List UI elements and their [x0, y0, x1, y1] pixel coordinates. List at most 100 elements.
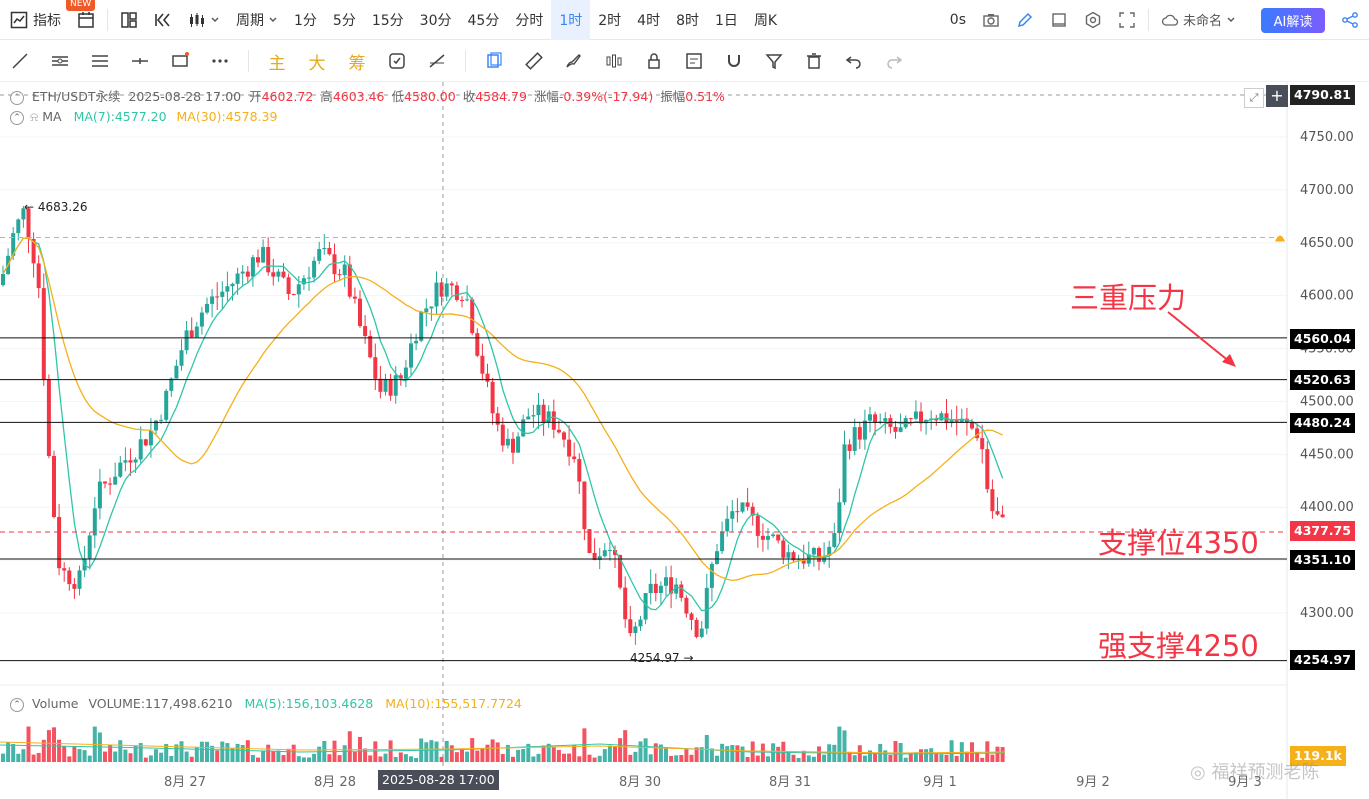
candle-body[interactable] [577, 459, 582, 482]
candle-body[interactable] [373, 357, 378, 379]
candle-body[interactable] [52, 455, 56, 518]
fib-tool[interactable] [80, 41, 120, 81]
magnet-tool[interactable] [714, 41, 754, 81]
candle-body[interactable] [771, 534, 776, 537]
candle-body[interactable] [776, 534, 781, 541]
candle-body[interactable] [801, 558, 806, 564]
timeframe-30m[interactable]: 30分 [419, 12, 452, 29]
candle-body[interactable] [393, 375, 398, 396]
timeframe-1h[interactable]: 1时 [551, 0, 591, 40]
settings-button[interactable] [1076, 0, 1110, 40]
candle-body[interactable] [781, 540, 786, 558]
template-button[interactable] [1042, 0, 1076, 40]
main-indicator-toggle[interactable]: 主 [268, 53, 286, 74]
draw-toggle-button[interactable] [1008, 0, 1042, 40]
candle-body[interactable] [704, 587, 709, 629]
chart-type-button[interactable] [180, 0, 228, 40]
candle-body[interactable] [485, 373, 490, 382]
candle-body[interactable] [587, 529, 592, 553]
candle-body[interactable] [699, 628, 704, 637]
chart-area[interactable]: 4750.00 4700.00 4650.00 4600.00 4550.00 4500.… [0, 82, 1369, 799]
candle-body[interactable] [465, 299, 470, 301]
brush-tool[interactable] [554, 41, 594, 81]
candle-body[interactable] [490, 381, 495, 414]
candle-body[interactable] [934, 418, 939, 421]
candle-body[interactable] [551, 411, 556, 430]
candle-body[interactable] [664, 577, 668, 586]
candle-body[interactable] [322, 247, 327, 250]
timeframe-2h[interactable]: 2时 [598, 12, 622, 29]
candle-pattern-tool[interactable] [594, 41, 634, 81]
candle-body[interactable] [913, 411, 918, 419]
candle-body[interactable] [403, 367, 408, 379]
candle-body[interactable] [41, 288, 46, 380]
candle-body[interactable] [755, 515, 760, 536]
candle-body[interactable] [745, 502, 750, 507]
calendar-button[interactable] [69, 0, 103, 40]
candle-body[interactable] [970, 422, 974, 429]
candle-body[interactable] [184, 330, 189, 351]
layout-button[interactable] [112, 0, 146, 40]
candle-body[interactable] [505, 438, 510, 446]
candle-body[interactable] [154, 420, 158, 431]
candle-body[interactable] [607, 550, 612, 552]
sync-tool[interactable] [377, 41, 417, 81]
candle-body[interactable] [409, 343, 413, 368]
candle-body[interactable] [954, 420, 959, 422]
candle-body[interactable] [276, 271, 281, 277]
ruler-tool[interactable] [514, 41, 554, 81]
candle-body[interactable] [337, 274, 342, 276]
candle-body[interactable] [312, 260, 317, 278]
candle-body[interactable] [301, 278, 306, 285]
candle-body[interactable] [562, 432, 566, 440]
horizontal-line-tool[interactable] [120, 41, 160, 81]
candle-body[interactable] [118, 462, 123, 477]
candle-body[interactable] [128, 460, 133, 463]
redo-button[interactable] [874, 41, 914, 81]
candle-body[interactable] [210, 296, 215, 304]
candle-body[interactable] [709, 563, 714, 588]
candle-body[interactable] [898, 427, 903, 432]
candle-body[interactable] [97, 481, 102, 509]
candle-body[interactable] [245, 271, 250, 277]
candle-body[interactable] [143, 439, 148, 446]
candle-body[interactable] [995, 511, 1000, 515]
candle-body[interactable] [250, 257, 255, 277]
chip-distribution-toggle[interactable]: 筹 [348, 53, 366, 74]
candle-body[interactable] [811, 548, 816, 555]
candle-body[interactable] [383, 378, 388, 392]
candle-body[interactable] [817, 548, 821, 562]
candle-body[interactable] [985, 449, 990, 490]
alert-bell-icon[interactable] [1275, 235, 1285, 242]
candle-body[interactable] [77, 570, 82, 589]
candle-body[interactable] [500, 424, 505, 446]
delete-drawings-tool[interactable] [794, 41, 834, 81]
candle-body[interactable] [363, 326, 368, 336]
bell-icon[interactable]: ⍾ [29, 109, 39, 124]
candle-body[interactable] [179, 350, 184, 366]
candle-body[interactable] [36, 263, 41, 289]
candle-body[interactable] [419, 312, 424, 341]
candle-body[interactable] [429, 306, 434, 309]
candle-body[interactable] [613, 550, 617, 555]
collapse-icon[interactable]: ⌃ [10, 110, 24, 125]
candle-body[interactable] [16, 219, 21, 234]
candle-body[interactable] [67, 570, 72, 585]
candle-body[interactable] [92, 508, 97, 536]
candle-body[interactable] [87, 535, 92, 559]
candle-body[interactable] [261, 247, 266, 263]
candle-body[interactable] [939, 413, 944, 421]
candle-body[interactable] [169, 378, 174, 391]
measure-tool[interactable] [417, 41, 457, 81]
candle-body[interactable] [837, 502, 842, 534]
candle-body[interactable] [541, 404, 546, 423]
candle-body[interactable] [235, 273, 240, 284]
candle-body[interactable] [796, 558, 801, 561]
candle-body[interactable] [536, 404, 541, 416]
undo-button[interactable] [834, 41, 874, 81]
candle-body[interactable] [766, 536, 770, 540]
candle-body[interactable] [786, 552, 791, 558]
candle-body[interactable] [556, 429, 561, 433]
candle-body[interactable] [827, 546, 832, 556]
candle-body[interactable] [715, 551, 719, 564]
